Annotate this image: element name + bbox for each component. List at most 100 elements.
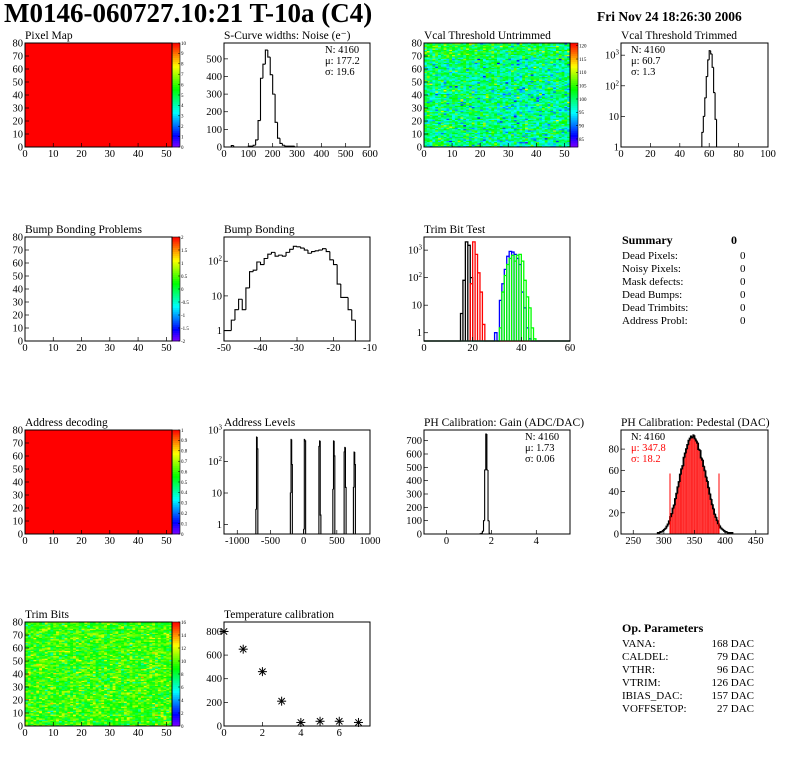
heatmap-cell (432, 130, 436, 132)
heatmap-cell (519, 127, 523, 130)
x-tick-label: 50 (161, 343, 172, 354)
heatmap-cell (468, 83, 473, 85)
heatmap-cell (550, 101, 554, 104)
heatmap-cell (457, 114, 461, 117)
heatmap-cell (449, 101, 453, 104)
heatmap-cell (460, 59, 464, 62)
heatmap-cell (457, 46, 461, 49)
heatmap-cell (432, 89, 436, 92)
heatmap-cell (454, 123, 458, 126)
heatmap-cell (544, 115, 548, 118)
heatmap-cell (491, 124, 495, 127)
heatmap-cell (567, 117, 571, 119)
heatmap-cell (508, 118, 512, 120)
heatmap-cell (457, 66, 461, 68)
heatmap-cell (555, 98, 560, 101)
heatmap-cell (519, 110, 523, 113)
x-tick-label: 100 (760, 149, 776, 160)
heatmap-cell (555, 56, 560, 58)
heatmap-cell (468, 89, 473, 92)
heatmap-cell (429, 46, 433, 49)
heatmap-cell (508, 53, 512, 55)
heatmap-cell (488, 66, 492, 68)
heatmap-cell (426, 143, 430, 145)
heatmap-cell (561, 45, 565, 48)
heatmap-cell (446, 80, 450, 83)
heatmap-cell (516, 140, 520, 143)
heatmap-cell (440, 121, 444, 123)
heatmap-cell (457, 52, 461, 54)
heatmap-cell (522, 75, 526, 78)
y-tick-label: 103 (208, 424, 223, 437)
heatmap-cell (561, 65, 565, 67)
heatmap-cell (558, 108, 562, 110)
heatmap-cell (513, 115, 517, 118)
heatmap-cell (527, 105, 531, 107)
heatmap-cell (527, 62, 531, 65)
heatmap-cell (471, 123, 475, 126)
heatmap-cell (491, 91, 495, 93)
heatmap-cell (522, 58, 526, 61)
heatmap-cell (435, 87, 439, 89)
heatmap-cell (513, 100, 517, 102)
color-scale-swatch (172, 282, 180, 286)
x-tick-label: 50 (559, 149, 570, 160)
heatmap-cell (539, 82, 543, 84)
heatmap-cell (491, 53, 495, 55)
heatmap-cell (491, 93, 495, 96)
heatmap-cell (516, 139, 520, 141)
heatmap-cell (522, 98, 526, 101)
heatmap-cell (519, 97, 523, 100)
heatmap-cell (561, 82, 565, 84)
heatmap-cell (516, 132, 520, 135)
heatmap-cell (544, 56, 548, 58)
heatmap-cell (547, 114, 551, 117)
stats-entry: μ: 60.7 (631, 56, 661, 67)
color-scale-swatch (172, 59, 180, 63)
heatmap-cell (438, 121, 442, 123)
heatmap-cell (474, 70, 478, 72)
heatmap-cell (454, 121, 458, 123)
heatmap-cell (499, 54, 503, 57)
heatmap-cell (508, 119, 512, 122)
heatmap-cell (499, 105, 503, 107)
heatmap-cell (553, 98, 557, 101)
heatmap-cell (482, 114, 487, 117)
heatmap-cell (438, 44, 442, 46)
heatmap-cell (488, 82, 492, 84)
heatmap-cell (564, 65, 568, 67)
heatmap-cell (432, 75, 436, 78)
heatmap-cell (550, 74, 554, 76)
heatmap-cell (482, 87, 487, 89)
heatmap-cell (547, 76, 551, 79)
heatmap-cell (438, 72, 442, 75)
heatmap-cell (435, 102, 439, 105)
x-tick-label: 4 (534, 536, 540, 547)
heatmap-cell (508, 62, 512, 65)
heatmap-cell (452, 84, 456, 87)
heatmap-cell (550, 117, 554, 119)
heatmap-cell (564, 137, 568, 140)
heatmap-cell (527, 45, 531, 48)
heatmap-cell (440, 92, 444, 94)
heatmap-cell (544, 139, 548, 141)
heatmap-cell (541, 58, 546, 61)
heatmap-cell (530, 105, 534, 107)
heatmap-cell (477, 85, 481, 88)
color-scale-swatch (570, 70, 578, 73)
series-0 (424, 241, 570, 342)
color-scale-swatch (172, 237, 180, 240)
heatmap-cell (508, 128, 512, 131)
heatmap-cell (424, 126, 428, 128)
heatmap-cell (491, 66, 495, 68)
heatmap-cell (460, 62, 464, 65)
color-scale-swatch (172, 140, 180, 144)
heatmap-cell (550, 54, 554, 57)
heatmap-cell (505, 66, 509, 68)
heatmap-cell (440, 78, 444, 80)
heatmap-cell (533, 126, 537, 128)
heatmap-cell (438, 95, 442, 97)
heatmap-cell (432, 58, 436, 61)
heatmap-cell (471, 137, 475, 140)
heatmap-cell (547, 65, 551, 67)
